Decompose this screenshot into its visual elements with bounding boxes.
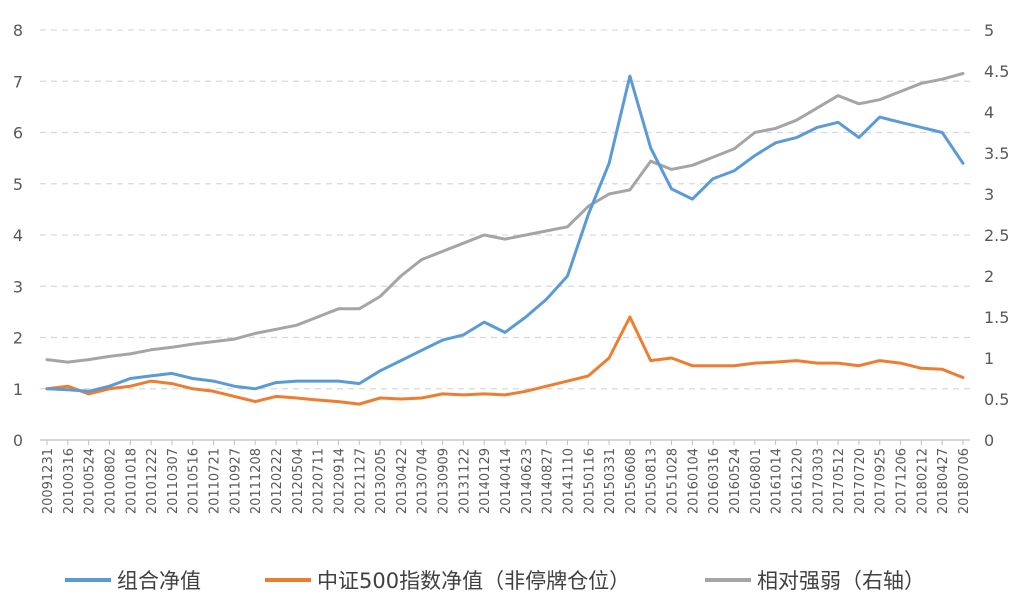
x-tick-label: 20101222 (145, 448, 160, 514)
legend-label: 中证500指数净值（非停牌仓位） (317, 569, 630, 593)
left-tick-label: 0 (13, 431, 23, 450)
x-tick-label: 20111208 (249, 448, 264, 514)
left-tick-label: 3 (13, 277, 23, 296)
right-tick-label: 0 (984, 431, 994, 450)
left-tick-label: 1 (13, 380, 23, 399)
x-tick-label: 20170720 (853, 448, 868, 514)
gridlines (40, 29, 970, 441)
x-tick-label: 20161014 (770, 448, 785, 514)
x-tick-label: 20180212 (915, 448, 930, 514)
x-tick-label: 20110307 (166, 448, 181, 514)
x-tick-label: 20140827 (541, 448, 556, 514)
series-line-2 (45, 72, 965, 364)
legend-label: 组合净值 (117, 569, 201, 593)
x-tick-label: 20150331 (603, 448, 618, 514)
x-tick-label: 20170303 (811, 448, 826, 514)
x-tick-label: 20170512 (832, 448, 847, 514)
series-lines (45, 72, 965, 406)
x-tick-label: 20180427 (936, 448, 951, 514)
x-tick-label: 20141110 (561, 448, 576, 514)
x-tick-label: 20161220 (790, 448, 805, 514)
right-tick-label: 4 (984, 103, 994, 122)
x-tick-label: 20140129 (478, 448, 493, 514)
right-tick-label: 2.5 (984, 226, 1009, 245)
right-tick-label: 1 (984, 349, 994, 368)
x-tick-label: 20110927 (228, 448, 243, 514)
right-tick-label: 4.5 (984, 62, 1009, 81)
x-tick-label: 20120914 (332, 448, 347, 514)
legend: 组合净值 中证500指数净值（非停牌仓位） 相对强弱（右轴） (65, 569, 925, 593)
right-tick-label: 2 (984, 267, 994, 286)
x-tick-label: 20091231 (41, 448, 56, 514)
x-tick-label: 20140414 (499, 448, 514, 514)
x-tick-label: 20110721 (208, 448, 223, 514)
legend-label: 相对强弱（右轴） (757, 569, 925, 593)
x-tick-label: 20100316 (62, 448, 77, 514)
x-tick-label: 20150813 (645, 448, 660, 514)
left-tick-label: 7 (13, 72, 23, 91)
x-tick-label: 20140623 (520, 448, 535, 514)
right-tick-label: 0.5 (984, 390, 1009, 409)
left-tick-label: 2 (13, 329, 23, 348)
left-tick-label: 4 (13, 226, 23, 245)
x-tick-label: 20160104 (686, 448, 701, 514)
x-tick-label: 20120504 (291, 448, 306, 514)
x-tick-label: 20110516 (187, 448, 202, 514)
right-tick-label: 3.5 (984, 144, 1009, 163)
left-tick-label: 6 (13, 124, 23, 143)
x-tick-label: 20131122 (457, 448, 472, 514)
x-tick-label: 20130422 (395, 448, 410, 514)
x-tick-label: 20151028 (666, 448, 681, 514)
right-tick-label: 3 (984, 185, 994, 204)
x-tick-label: 20120711 (312, 448, 327, 514)
x-tick-label: 20160801 (749, 448, 764, 514)
left-tick-label: 5 (13, 175, 23, 194)
x-tick-label: 20120222 (270, 448, 285, 514)
x-tick-label: 20100802 (103, 448, 118, 514)
x-tick-label: 20170925 (874, 448, 889, 514)
left-tick-label: 8 (13, 21, 23, 40)
left-axis: 0 1 2 3 4 5 6 7 8 (13, 21, 23, 450)
right-tick-label: 1.5 (984, 308, 1009, 327)
right-tick-label: 5 (984, 21, 994, 40)
x-tick-label: 20121127 (353, 448, 368, 514)
x-tick-label: 20160524 (728, 448, 743, 514)
x-tick-label: 20130704 (416, 448, 431, 514)
x-tick-label: 20150116 (582, 448, 597, 514)
x-tick-label: 20171206 (895, 448, 910, 514)
x-tick-label: 20150608 (624, 448, 639, 514)
right-axis: 0 0.5 1 1.5 2 2.5 3 3.5 4 4.5 5 (984, 21, 1009, 450)
x-tick-label: 20100524 (83, 448, 98, 514)
x-axis: 20091231 20100316 20100524 20100802 20101018… (41, 440, 972, 514)
x-tick-label: 20180706 (957, 448, 972, 514)
x-tick-label: 20130909 (437, 448, 452, 514)
x-tick-label: 20101018 (124, 448, 139, 514)
series-line-1 (45, 315, 965, 406)
x-tick-label: 20130205 (374, 448, 389, 514)
series-line-0 (45, 74, 965, 393)
x-tick-label: 20160316 (707, 448, 722, 514)
